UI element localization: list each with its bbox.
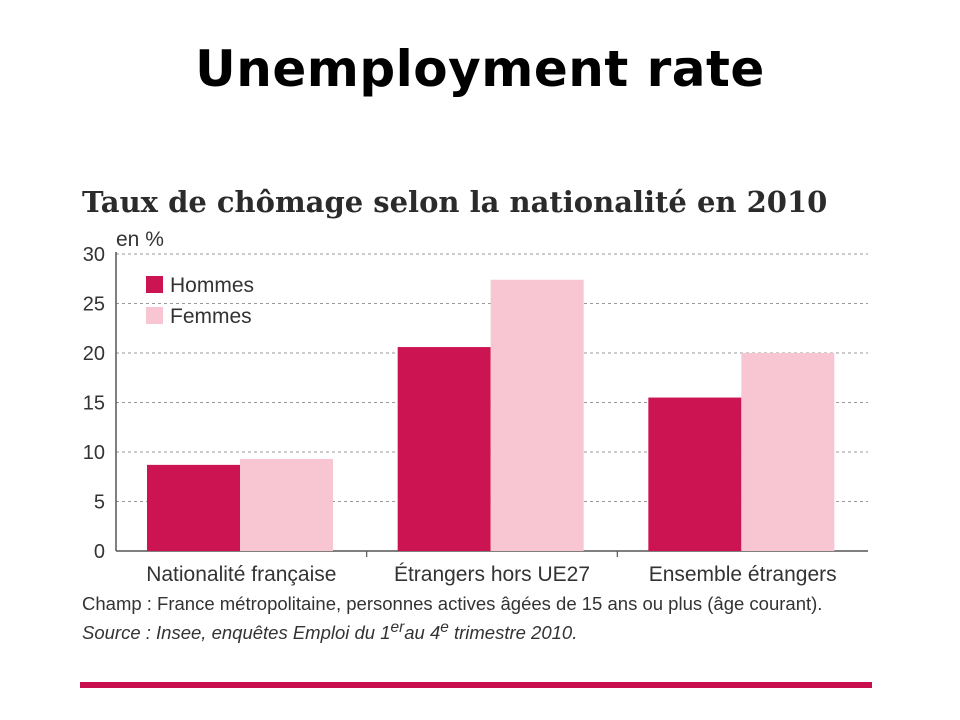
legend-swatch-femmes [146,307,163,324]
bar-femmes-0 [240,458,333,551]
x-category-label: Étrangers hors UE27 [394,563,590,586]
legend-label-hommes: Hommes [170,274,254,297]
bottom-rule [80,682,872,688]
y-tick-label: 30 [83,244,105,266]
x-category-label: Ensemble étrangers [649,563,837,586]
y-tick-label: 15 [83,393,105,415]
chart-figure: Taux de chômage selon la nationalité en … [80,180,872,692]
chart-title: Taux de chômage selon la nationalité en … [82,185,828,219]
bar-femmes-1 [490,279,584,551]
source-suffix: trimestre 2010. [448,622,578,644]
y-tick-label: 25 [83,294,105,316]
champ-note: Champ : France métropolitaine, personnes… [82,593,823,614]
source-mid: au 4 [404,622,441,644]
source-note: Source : Insee, enquêtes Emploi du 1erau… [82,616,870,645]
legend-swatch-hommes [146,276,163,293]
y-axis-label: en % [116,228,164,251]
bar-chart: en % 0 5 10 15 20 25 30 Nationalité française Étr… [83,228,868,586]
y-tick-label: 5 [94,492,105,514]
y-tick-label: 20 [83,343,105,365]
chart-notes: Champ : France métropolitaine, personnes… [82,592,870,645]
y-tick-label: 0 [94,541,105,563]
bar-hommes-2 [648,397,742,551]
source-sup-1: er [390,619,405,636]
source-prefix: Source : Insee, enquêtes Emploi du 1 [82,622,391,644]
source-sup-2: e [440,619,449,636]
slide-title: Unemployment rate [195,40,765,98]
x-category-label: Nationalité française [146,563,336,586]
legend-label-femmes: Femmes [170,305,252,328]
bar-femmes-2 [741,353,835,551]
bar-hommes-0 [147,464,240,551]
bar-hommes-1 [397,347,491,551]
y-tick-label: 10 [83,442,105,464]
